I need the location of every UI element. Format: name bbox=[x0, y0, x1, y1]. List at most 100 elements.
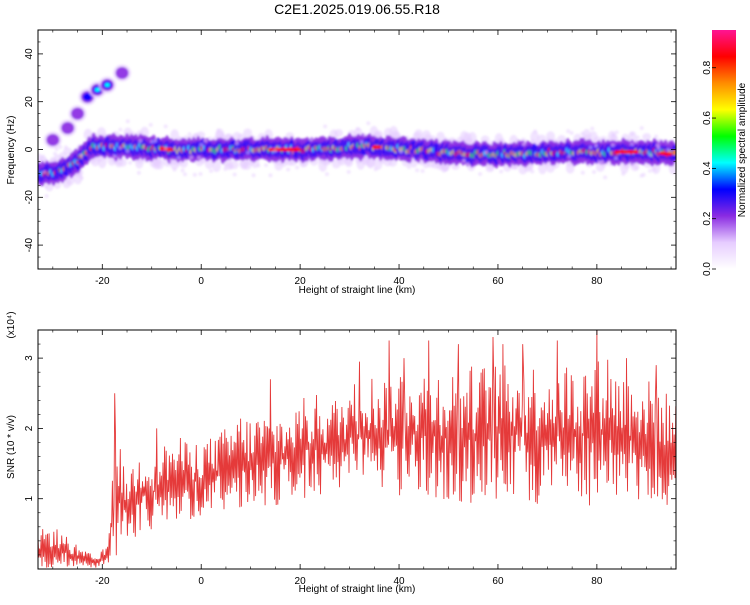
heatmap-cell bbox=[613, 156, 618, 161]
colorbar-bar bbox=[712, 30, 736, 269]
heatmap-cell bbox=[42, 170, 47, 174]
snr-x-axis: -20 0 20 40 60 80 bbox=[52, 330, 672, 587]
heatmap-cell bbox=[376, 145, 381, 149]
heatmap-cell bbox=[187, 132, 192, 137]
heatmap-cell bbox=[648, 153, 653, 158]
heatmap-cell bbox=[513, 165, 518, 170]
heatmap-cell bbox=[136, 170, 141, 175]
heatmap-cell bbox=[223, 167, 228, 171]
heatmap-cell bbox=[515, 138, 520, 143]
spectrogram-panel: -20 0 20 40 60 80 -40 -20 0 20 40 Height of strai… bbox=[6, 29, 677, 296]
heatmap-cell bbox=[320, 159, 325, 164]
heatmap-cell bbox=[61, 122, 75, 134]
heatmap-cell bbox=[199, 142, 204, 147]
x-tick-label: -20 bbox=[95, 576, 110, 587]
heatmap-cell bbox=[567, 154, 572, 158]
heatmap-cell bbox=[54, 147, 59, 151]
heatmap-cell bbox=[630, 162, 635, 167]
heatmap-cell bbox=[232, 172, 237, 177]
heatmap-cell bbox=[155, 158, 165, 170]
heatmap-cell bbox=[406, 165, 411, 170]
heatmap-cell bbox=[296, 147, 301, 152]
heatmap-cell bbox=[125, 149, 130, 154]
y-tick-label: 0 bbox=[24, 146, 35, 152]
heatmap-cell bbox=[359, 140, 364, 144]
heatmap-cell bbox=[546, 131, 555, 142]
heatmap-cell bbox=[128, 160, 133, 165]
heatmap-cell bbox=[197, 155, 201, 160]
heatmap-cell bbox=[150, 139, 155, 144]
heatmap-cell bbox=[295, 165, 300, 170]
x-tick-label: 80 bbox=[591, 576, 603, 587]
heatmap-cell bbox=[642, 133, 652, 141]
snr-y-axis: 1 2 3 bbox=[24, 343, 676, 570]
spectrogram-y-axis: -40 -20 0 20 40 bbox=[24, 29, 676, 270]
heatmap-cell bbox=[118, 146, 122, 150]
heatmap-cell bbox=[326, 160, 330, 165]
x-tick-label: 40 bbox=[393, 276, 405, 287]
heatmap-cell bbox=[590, 126, 595, 131]
heatmap-cell bbox=[256, 163, 261, 168]
heatmap-cell bbox=[115, 161, 120, 165]
heatmap-cell bbox=[43, 157, 48, 162]
heatmap-cell bbox=[355, 127, 360, 131]
heatmap-cell bbox=[566, 129, 571, 134]
heatmap-cell bbox=[614, 130, 619, 135]
heatmap-cell bbox=[325, 172, 329, 177]
heatmap-cell bbox=[168, 147, 173, 152]
x-tick-label: 40 bbox=[393, 576, 405, 587]
heatmap-cell bbox=[639, 126, 644, 130]
x-tick-label: 0 bbox=[198, 576, 204, 587]
heatmap-cell bbox=[373, 167, 378, 172]
figure-title: C2E1.2025.019.06.55.R18 bbox=[274, 1, 440, 17]
heatmap-cell bbox=[553, 138, 558, 143]
heatmap-cell bbox=[44, 194, 49, 198]
y-tick-label: -40 bbox=[24, 237, 35, 252]
heatmap-cell bbox=[667, 152, 673, 156]
heatmap-cell bbox=[58, 145, 63, 149]
heatmap-cell bbox=[273, 148, 278, 153]
heatmap-cell bbox=[592, 170, 596, 174]
heatmap-cell bbox=[436, 131, 445, 144]
colorbar-tick-label: 0.8 bbox=[702, 60, 713, 74]
heatmap-cell bbox=[580, 131, 585, 136]
heatmap-cell bbox=[245, 150, 250, 155]
heatmap-cell bbox=[569, 131, 574, 135]
snr-multiplier-label: (x10⁴) bbox=[6, 311, 17, 338]
heatmap-cell bbox=[603, 175, 608, 180]
heatmap-cell bbox=[228, 157, 233, 162]
heatmap-cell bbox=[478, 172, 483, 176]
heatmap-cell bbox=[666, 147, 671, 152]
heatmap-cell bbox=[198, 172, 203, 176]
heatmap-cell bbox=[530, 169, 535, 174]
colorbar-ticks: 0.0 0.2 0.4 0.6 0.8 bbox=[702, 60, 716, 276]
heatmap-cell bbox=[44, 184, 49, 189]
heatmap-cell bbox=[594, 143, 599, 148]
heatmap-cell bbox=[63, 147, 73, 155]
heatmap-cell bbox=[188, 135, 193, 140]
heatmap-cell bbox=[655, 143, 660, 148]
heatmap-cell bbox=[183, 172, 187, 177]
heatmap-cell bbox=[153, 139, 158, 143]
heatmap-cell bbox=[228, 165, 233, 170]
heatmap-cell bbox=[286, 167, 291, 172]
heatmap-cell bbox=[580, 170, 585, 175]
heatmap-cell bbox=[565, 161, 575, 174]
x-tick-label: -20 bbox=[95, 276, 110, 287]
heatmap-cell bbox=[79, 176, 84, 180]
heatmap-cell bbox=[94, 87, 100, 92]
heatmap-cell bbox=[633, 150, 639, 154]
snr-series-clip bbox=[38, 330, 676, 568]
heatmap-cell bbox=[180, 168, 185, 173]
colorbar-tick-label: 0.4 bbox=[702, 161, 713, 175]
colorbar-tick-label: 0.2 bbox=[702, 211, 713, 225]
heatmap-cell bbox=[588, 145, 593, 150]
heatmap-cell bbox=[462, 158, 467, 163]
heatmap-cell bbox=[621, 171, 626, 176]
snr-series-line bbox=[38, 330, 676, 568]
x-tick-label: 20 bbox=[295, 276, 307, 287]
heatmap-cell bbox=[420, 169, 425, 173]
heatmap-cell bbox=[630, 132, 635, 136]
y-tick-label: 2 bbox=[24, 425, 35, 431]
